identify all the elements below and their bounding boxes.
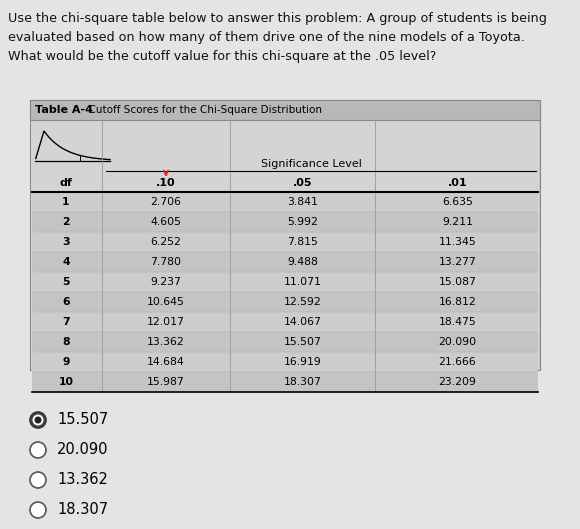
Text: 5: 5 [62, 277, 70, 287]
Bar [30, 100, 540, 370]
Text: 9.237: 9.237 [151, 277, 182, 287]
Text: .10: .10 [156, 178, 176, 188]
Circle shape [30, 472, 46, 488]
Bar [32, 372, 538, 392]
Text: 7.815: 7.815 [287, 237, 318, 247]
Bar [32, 212, 538, 232]
Text: 12.017: 12.017 [147, 317, 185, 327]
Text: 9: 9 [62, 357, 70, 367]
Circle shape [30, 502, 46, 518]
Circle shape [30, 442, 46, 458]
Text: 20.090: 20.090 [438, 337, 477, 347]
Text: 2: 2 [62, 217, 70, 227]
Text: 3: 3 [62, 237, 70, 247]
Text: 1: 1 [62, 197, 70, 207]
Bar [32, 292, 538, 312]
Bar [32, 332, 538, 352]
Text: 13.277: 13.277 [438, 257, 476, 267]
Text: 2.706: 2.706 [150, 197, 182, 207]
Bar [32, 252, 538, 272]
Text: 6: 6 [62, 297, 70, 307]
Bar [31, 120, 539, 370]
Text: 11.345: 11.345 [438, 237, 476, 247]
Text: 15.087: 15.087 [438, 277, 476, 287]
Circle shape [34, 416, 42, 424]
Text: Significance Level: Significance Level [262, 159, 362, 169]
Bar [30, 100, 540, 120]
Text: 7: 7 [62, 317, 70, 327]
Text: 10: 10 [59, 377, 74, 387]
Text: 10.645: 10.645 [147, 297, 185, 307]
Text: 18.307: 18.307 [284, 377, 321, 387]
Bar [32, 312, 538, 332]
Text: df: df [60, 178, 72, 188]
Text: 18.475: 18.475 [438, 317, 476, 327]
Bar [32, 192, 538, 212]
Text: .01: .01 [448, 178, 467, 188]
Text: 14.684: 14.684 [147, 357, 185, 367]
Circle shape [30, 412, 46, 428]
Text: 18.307: 18.307 [57, 503, 108, 517]
Text: 23.209: 23.209 [438, 377, 476, 387]
Text: .05: .05 [293, 178, 312, 188]
Text: 6.252: 6.252 [151, 237, 182, 247]
Text: What would be the cutoff value for this chi-square at the .05 level?: What would be the cutoff value for this … [8, 50, 436, 63]
Bar [32, 272, 538, 292]
Text: 14.067: 14.067 [284, 317, 321, 327]
Circle shape [32, 415, 44, 425]
Text: 16.919: 16.919 [284, 357, 321, 367]
Text: 6.635: 6.635 [442, 197, 473, 207]
Text: Table A-4: Table A-4 [35, 105, 93, 115]
Text: 21.666: 21.666 [438, 357, 476, 367]
Text: 8: 8 [62, 337, 70, 347]
Text: 9.211: 9.211 [442, 217, 473, 227]
Text: 7.780: 7.780 [150, 257, 182, 267]
Text: evaluated based on how many of them drive one of the nine models of a Toyota.: evaluated based on how many of them driv… [8, 31, 525, 44]
Text: 11.071: 11.071 [284, 277, 321, 287]
Text: 15.507: 15.507 [57, 413, 108, 427]
Text: 9.488: 9.488 [287, 257, 318, 267]
Text: 4.605: 4.605 [150, 217, 182, 227]
Text: 12.592: 12.592 [284, 297, 321, 307]
Text: Use the chi-square table below to answer this problem: A group of students is be: Use the chi-square table below to answer… [8, 12, 547, 25]
Text: 4: 4 [62, 257, 70, 267]
Text: 13.362: 13.362 [147, 337, 185, 347]
Text: 15.987: 15.987 [147, 377, 185, 387]
Text: 3.841: 3.841 [287, 197, 318, 207]
Text: 13.362: 13.362 [57, 472, 108, 488]
Bar [32, 232, 538, 252]
Text: 15.507: 15.507 [284, 337, 321, 347]
Text: 5.992: 5.992 [287, 217, 318, 227]
Text: 16.812: 16.812 [438, 297, 476, 307]
Text: Cutoff Scores for the Chi-Square Distribution: Cutoff Scores for the Chi-Square Distrib… [82, 105, 322, 115]
Bar [32, 352, 538, 372]
Text: 20.090: 20.090 [57, 442, 108, 458]
